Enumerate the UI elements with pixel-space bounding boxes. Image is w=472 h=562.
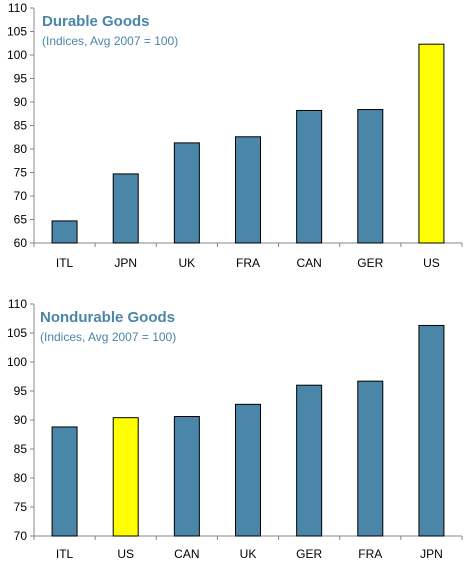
bar-fra bbox=[235, 136, 261, 244]
bar-itl bbox=[51, 426, 78, 537]
y-tick-label: 90 bbox=[14, 95, 28, 109]
y-tick-label: 85 bbox=[14, 119, 28, 133]
x-tick-label: ITL bbox=[56, 256, 74, 270]
y-tick-label: 95 bbox=[14, 72, 28, 86]
y-tick-label: 105 bbox=[7, 25, 27, 39]
y-tick-label: 100 bbox=[7, 355, 27, 369]
x-tick-label: CAN bbox=[174, 547, 199, 561]
y-tick-label: 70 bbox=[14, 529, 28, 543]
x-tick-label: GER bbox=[296, 547, 322, 561]
bar-uk bbox=[173, 142, 200, 244]
chart-title: Nondurable Goods bbox=[40, 309, 175, 326]
y-tick-label: 90 bbox=[14, 413, 28, 427]
y-tick-label: 110 bbox=[8, 297, 27, 311]
y-tick-label: 80 bbox=[14, 471, 28, 485]
bar-can bbox=[296, 109, 323, 244]
x-tick-label: US bbox=[423, 256, 440, 270]
bar-us bbox=[112, 417, 139, 537]
y-tick-label: 75 bbox=[14, 500, 28, 514]
bar-jpn bbox=[418, 324, 445, 537]
y-tick-label: 105 bbox=[7, 326, 27, 340]
chart-title: Durable Goods bbox=[42, 13, 150, 30]
bar-jpn bbox=[112, 173, 139, 244]
bar-ger bbox=[296, 384, 323, 537]
y-tick-label: 60 bbox=[14, 236, 28, 250]
x-tick-label: US bbox=[117, 547, 134, 561]
durable-goods-chart: 60 65 70 75 80 85 90 95 100 105 110 ITL JPN UK FRA CAN G… bbox=[0, 0, 472, 280]
bar-itl bbox=[51, 220, 78, 244]
x-tick-label: FRA bbox=[236, 256, 260, 270]
y-tick-label: 65 bbox=[14, 213, 28, 227]
y-tick-label: 70 bbox=[14, 189, 28, 203]
bar-ger bbox=[357, 109, 384, 244]
x-tick-label: JPN bbox=[420, 547, 443, 561]
x-tick-label: ITL bbox=[56, 547, 74, 561]
x-tick-label: FRA bbox=[358, 547, 382, 561]
durable-goods-chart-svg: 60 65 70 75 80 85 90 95 100 105 110 ITL JPN UK FRA CAN G… bbox=[7, 1, 463, 270]
bar-us bbox=[418, 43, 445, 244]
x-tick-label: GER bbox=[357, 256, 383, 270]
x-tick-label: UK bbox=[179, 256, 196, 270]
bar-fra bbox=[357, 380, 384, 537]
chart-subtitle: (Indices, Avg 2007 = 100) bbox=[40, 330, 176, 344]
y-tick-label: 85 bbox=[14, 442, 28, 456]
chart-subtitle: (Indices, Avg 2007 = 100) bbox=[42, 34, 178, 48]
y-tick-label: 80 bbox=[14, 142, 28, 156]
x-tick-label: UK bbox=[240, 547, 257, 561]
y-tick-label: 110 bbox=[8, 1, 27, 15]
y-tick-label: 100 bbox=[7, 48, 27, 62]
nondurable-goods-chart: 70 75 80 85 90 95 100 105 110 ITL US CAN UK GER FRA JPN… bbox=[0, 296, 472, 562]
bar-can bbox=[173, 416, 200, 537]
x-tick-label: CAN bbox=[296, 256, 321, 270]
y-tick-label: 75 bbox=[14, 166, 28, 180]
bar-uk bbox=[235, 403, 261, 537]
nondurable-goods-chart-svg: 70 75 80 85 90 95 100 105 110 ITL US CAN UK GER FRA JPN… bbox=[7, 297, 463, 561]
y-tick-label: 95 bbox=[14, 384, 28, 398]
x-tick-label: JPN bbox=[114, 256, 137, 270]
